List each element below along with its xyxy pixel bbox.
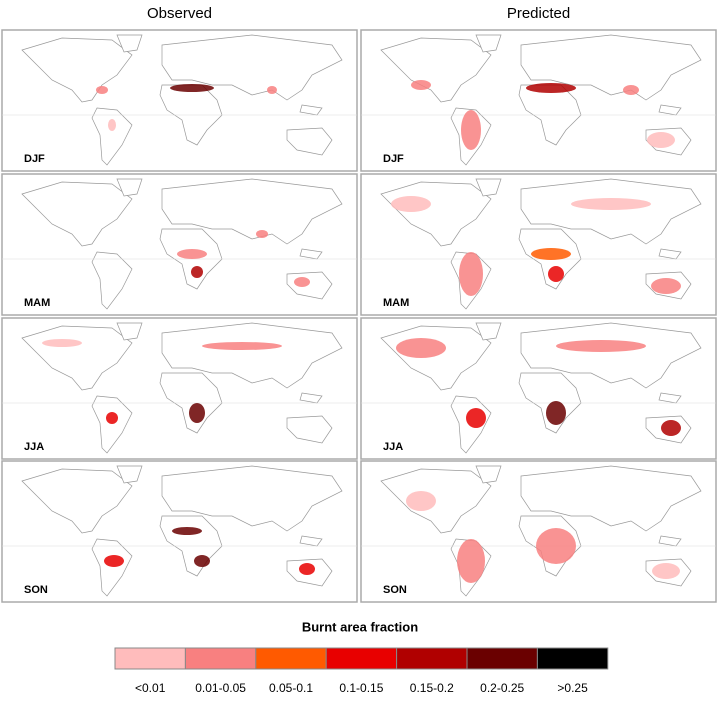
burn-area xyxy=(170,84,214,92)
map-panel: MAM xyxy=(360,173,717,316)
map-panel: SON xyxy=(360,460,717,603)
burn-area xyxy=(104,555,124,567)
season-label: DJF xyxy=(24,153,45,165)
burn-area xyxy=(571,198,651,210)
map-panel: JJA xyxy=(1,317,358,460)
burn-area xyxy=(42,339,82,347)
burn-area xyxy=(457,539,485,583)
legend-swatch xyxy=(536,647,609,670)
burn-area xyxy=(299,563,315,575)
column-title: Observed xyxy=(147,5,212,22)
burn-area xyxy=(647,132,675,148)
burn-area xyxy=(267,86,277,94)
burn-area xyxy=(194,555,210,567)
burn-area xyxy=(526,83,576,93)
season-label: SON xyxy=(383,584,407,596)
legend-swatch xyxy=(184,647,257,670)
burn-area xyxy=(536,528,576,564)
map-panel: JJA xyxy=(360,317,717,460)
season-label: MAM xyxy=(383,297,409,309)
burn-area xyxy=(548,266,564,282)
legend-swatch xyxy=(466,647,538,670)
season-label: SON xyxy=(24,584,48,596)
legend-label: 0.15-0.2 xyxy=(410,681,454,695)
burn-area xyxy=(556,340,646,352)
burn-area xyxy=(531,248,571,260)
burn-area xyxy=(623,85,639,95)
burn-area xyxy=(396,338,446,358)
legend-swatch xyxy=(396,647,468,670)
burn-area xyxy=(191,266,203,278)
map-panel: MAM xyxy=(1,173,358,316)
burn-area xyxy=(108,119,116,131)
legend-swatch xyxy=(325,647,398,670)
burn-area xyxy=(391,196,431,212)
map-panel: SON xyxy=(1,460,358,603)
season-label: MAM xyxy=(24,297,50,309)
burn-area xyxy=(202,342,282,350)
burn-area xyxy=(652,563,680,579)
burn-area xyxy=(294,277,310,287)
burn-area xyxy=(461,110,481,150)
legend-label: 0.01-0.05 xyxy=(195,681,246,695)
legend-label: 0.2-0.25 xyxy=(480,681,524,695)
burn-area xyxy=(406,491,436,511)
legend-label: <0.01 xyxy=(135,681,166,695)
legend-title: Burnt area fraction xyxy=(302,619,418,634)
burn-area xyxy=(546,401,566,425)
burn-area xyxy=(96,86,108,94)
burn-area xyxy=(411,80,431,90)
burn-area xyxy=(177,249,207,259)
burn-area xyxy=(106,412,118,424)
legend-label: >0.25 xyxy=(557,681,588,695)
burn-area xyxy=(651,278,681,294)
map-panel: DJF xyxy=(360,29,717,172)
burn-area xyxy=(256,230,268,238)
burn-area xyxy=(172,527,202,535)
season-label: JJA xyxy=(24,441,44,453)
burn-area xyxy=(466,408,486,428)
burn-area xyxy=(459,252,483,296)
legend-swatch xyxy=(114,647,186,670)
burn-area xyxy=(661,420,681,436)
column-title: Predicted xyxy=(507,5,570,22)
season-label: DJF xyxy=(383,153,404,165)
legend-swatch xyxy=(255,647,327,670)
burn-area xyxy=(189,403,205,423)
legend-label: 0.1-0.15 xyxy=(339,681,383,695)
map-panel: DJF xyxy=(1,29,358,172)
season-label: JJA xyxy=(383,441,403,453)
legend-label: 0.05-0.1 xyxy=(269,681,313,695)
